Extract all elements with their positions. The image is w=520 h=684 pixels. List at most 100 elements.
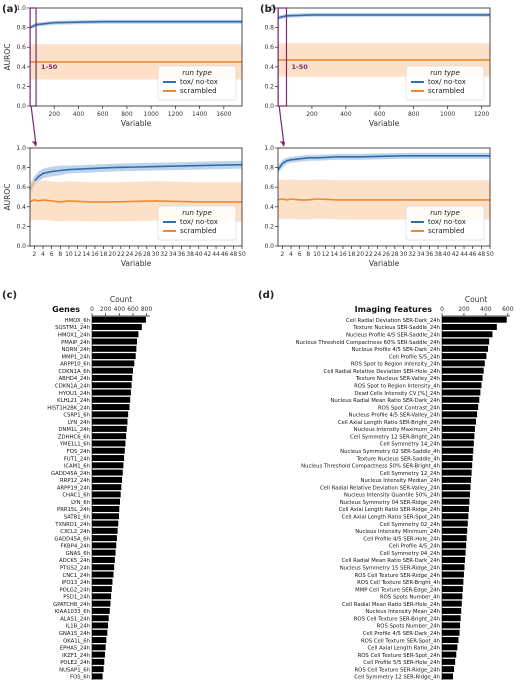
bar-category-label: Cell Symmetry 14_24h bbox=[380, 442, 440, 448]
line-chart-b: 0.0 0.2 0.4 0.6 0.8 1.0 200 400 600 800 1000 1200 Va… bbox=[264, 5, 491, 128]
x-tick-label: 40 bbox=[443, 251, 451, 258]
bar-category-label: Cell Symmetry 12 SER-Bright_24h bbox=[350, 434, 440, 440]
x-tick-label: 6 bbox=[50, 251, 54, 258]
legend-entry-0: tox/ no-tox bbox=[180, 218, 218, 226]
x-tick-label: 0 bbox=[440, 306, 444, 313]
bar bbox=[442, 607, 462, 614]
bar bbox=[442, 367, 484, 374]
x-tick-label: 38 bbox=[186, 251, 194, 258]
series-line-0 bbox=[29, 163, 243, 191]
x-tick-label: 800 bbox=[141, 306, 153, 313]
bar-category-label: Cell Symmetry 04_24h bbox=[380, 551, 440, 557]
bar bbox=[92, 666, 104, 673]
legend-title: run type bbox=[430, 69, 460, 77]
bar-category-label: Nucleus Threshold Compactness 60% SER-Sa… bbox=[296, 340, 440, 346]
x-tick-label: 1400 bbox=[192, 111, 207, 118]
bar-chart-imaging: 0 200 400 600 Count Imaging features Cell Radi… bbox=[296, 295, 514, 681]
bar-category-label: MMP Cell Texture SER-Edge_24h bbox=[355, 587, 440, 593]
y-axis-label: AUROC bbox=[3, 184, 12, 211]
bar-category-label: NUSAP1_6h bbox=[59, 667, 90, 673]
bar-category-label: POLG2_24h bbox=[59, 587, 90, 593]
bar-category-label: ROS Spots Number_24h bbox=[377, 624, 440, 630]
bar-category-label: HIST1H2BK_24h bbox=[47, 405, 90, 411]
bar bbox=[442, 396, 480, 403]
bar-category-label: Cell Profile 4/5 SER-Hole_24h bbox=[363, 536, 440, 542]
bar-category-label: Cell Axial Length Ratio SER-Spot_24h bbox=[342, 515, 440, 521]
y-tick-label: 0.0 bbox=[264, 103, 274, 110]
legend-entry-0: tox/ no-tox bbox=[428, 78, 466, 86]
bar-category-label: Nucleus Radial Mean Ratio SER-Dark_24h bbox=[330, 398, 440, 404]
zoom-connector-a: 1-50 bbox=[29, 7, 58, 147]
bar bbox=[92, 571, 114, 578]
bar bbox=[442, 324, 497, 330]
bar bbox=[92, 564, 115, 571]
legend-box bbox=[405, 65, 485, 101]
bar-category-label: GNA15_24h bbox=[59, 631, 90, 637]
y-tick-label: 0.4 bbox=[16, 64, 26, 71]
bar-category-label: PRR15L_24h bbox=[57, 507, 90, 513]
bar-category-label: ROS Spots Number_4h bbox=[380, 595, 440, 601]
bar-category-label: ROS Cell Texture SER-Bright_24h bbox=[354, 616, 440, 622]
bar-category-label: Cell Profile 4/5_24h bbox=[389, 544, 440, 550]
bar bbox=[442, 586, 463, 593]
bar bbox=[92, 469, 123, 476]
bar bbox=[92, 629, 108, 636]
bar-category-label: SATB1_6h bbox=[64, 515, 90, 521]
bar-category-label: PSD1_24h bbox=[63, 595, 90, 601]
legend-box bbox=[405, 205, 485, 241]
x-axis-label: Variable bbox=[121, 259, 152, 268]
bar-category-label: GADD45A_24h bbox=[51, 471, 90, 477]
bar bbox=[92, 593, 112, 600]
bar-category-label: Cell Radial Deviation SER-Dark_24h bbox=[346, 318, 440, 324]
bar-category-label: GNAS_6h bbox=[66, 551, 90, 557]
x-tick-label: 42 bbox=[204, 251, 212, 258]
bar-category-label: CDKN1A_6h bbox=[58, 369, 90, 375]
series-line-0 bbox=[278, 14, 490, 19]
line-chart-a: 0.0 0.2 0.4 0.6 0.8 1.0 200 400 600 800 1000 1200 14… bbox=[3, 5, 243, 128]
x-tick-label: 18 bbox=[100, 251, 108, 258]
x-tick-label: 8 bbox=[306, 251, 310, 258]
bar bbox=[442, 564, 465, 571]
x-tick-label: 32 bbox=[160, 251, 168, 258]
bar bbox=[92, 440, 126, 447]
x-tick-label: 200 bbox=[306, 111, 318, 118]
x-tick-label: 200 bbox=[458, 306, 470, 313]
bar bbox=[92, 374, 133, 381]
x-tick-label: 26 bbox=[382, 251, 390, 258]
bar-category-label: Cell Profile 4/5 SER-Dark_24h bbox=[363, 631, 440, 637]
legend-entry-0: tox/ no-tox bbox=[180, 78, 218, 86]
bar-category-label: PTGS2_24h bbox=[60, 565, 90, 571]
bar bbox=[442, 571, 464, 578]
x-tick-label: 36 bbox=[178, 251, 186, 258]
x-tick-label: 38 bbox=[434, 251, 442, 258]
bar-category-label: ABHD4_24h bbox=[59, 376, 90, 382]
bar bbox=[442, 425, 475, 432]
x-tick-label: 800 bbox=[408, 111, 420, 118]
bar bbox=[442, 411, 478, 418]
bar bbox=[442, 433, 475, 440]
bar-category-label: Nucleus Profile 4/5 SER-Valley_24h bbox=[349, 413, 440, 419]
bar bbox=[442, 549, 466, 556]
bar bbox=[442, 316, 507, 323]
x-tick-label: 24 bbox=[374, 251, 382, 258]
x-tick-label: 50 bbox=[238, 251, 246, 258]
x-tick-label: 800 bbox=[121, 111, 133, 118]
series-band-0 bbox=[278, 152, 490, 174]
bar bbox=[92, 345, 137, 352]
panel-label-b: (b) bbox=[260, 4, 276, 15]
bar-category-label: SQSTM1_24h bbox=[55, 325, 90, 331]
bar-category-label: HYOU1_24h bbox=[59, 391, 90, 397]
legend-title: run type bbox=[430, 209, 460, 217]
bar-category-label: Texture Nucleus SER-Saddle_4h bbox=[356, 456, 440, 462]
bar-category-label: Cell Symmetry 12_24h bbox=[380, 471, 440, 477]
legend-box bbox=[157, 205, 237, 241]
y-tick-label: 0.2 bbox=[264, 223, 274, 230]
x-tick-label: 600 bbox=[127, 306, 139, 313]
zoom-range-label: 1-50 bbox=[291, 63, 308, 71]
bar bbox=[92, 651, 105, 658]
line-chart-a-zoom: 0.00.20.40.60.81.02 4 6 8 10 12 14 16 18 20 22 24 26… bbox=[3, 145, 246, 268]
bar-category-label: DNM1L_24h bbox=[58, 427, 90, 433]
x-tick-label: 34 bbox=[417, 251, 425, 258]
bar bbox=[92, 673, 103, 680]
bar bbox=[442, 629, 460, 636]
